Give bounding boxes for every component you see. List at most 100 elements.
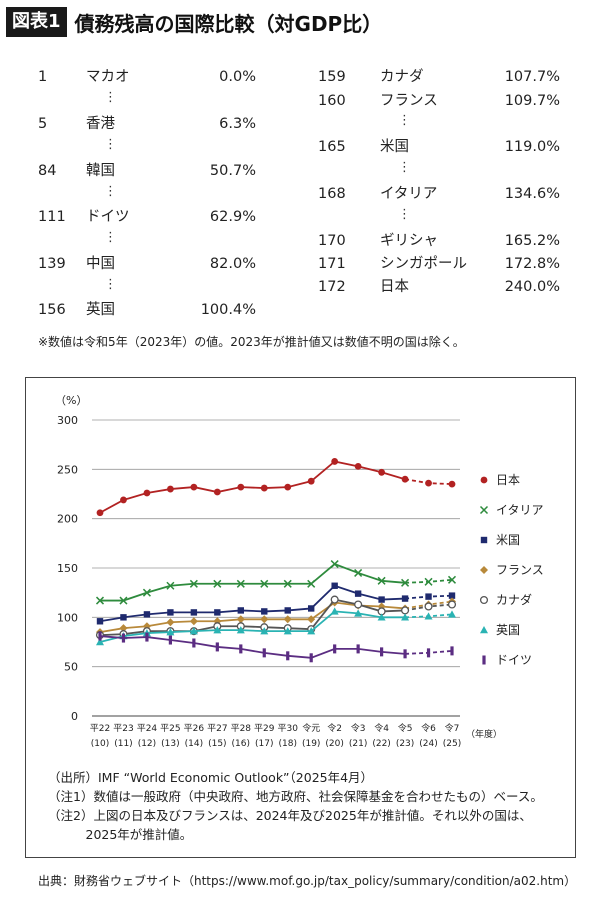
x-tick-label: 令3 (351, 722, 366, 734)
x-tick-label: 令4 (374, 722, 389, 734)
data-point (401, 578, 410, 587)
data-point (426, 648, 431, 658)
data-point (307, 615, 316, 624)
data-point (307, 477, 315, 485)
data-point (95, 596, 105, 605)
x-tick-sublabel: (16) (232, 739, 250, 749)
debt-ratio-value: 165.2% (504, 233, 560, 249)
country-name: マカオ (86, 69, 130, 85)
country-name: 米国 (380, 139, 409, 155)
data-point (307, 627, 316, 635)
x-tick-label: 平28 (231, 723, 252, 734)
legend-label: フランス (496, 563, 544, 577)
data-point (237, 607, 244, 614)
x-tick-sublabel: (10) (91, 739, 109, 749)
chart-notes: （出所）IMF “World Economic Outlook”（2025年4月… (48, 768, 543, 844)
ranking-row: 165 米国 119.0% (318, 136, 560, 158)
x-tick-sublabel: (13) (161, 739, 179, 749)
debt-ratio-value: 0.0% (219, 69, 256, 85)
data-point (168, 635, 172, 645)
data-point (261, 608, 268, 615)
data-point (167, 609, 174, 616)
x-tick-label: 令6 (421, 722, 436, 734)
x-tick-label: 平29 (254, 723, 275, 734)
data-point (448, 480, 456, 488)
ranking-row: 160 フランス 109.7% (318, 90, 560, 112)
data-point (213, 579, 222, 588)
data-point (260, 627, 269, 635)
ellipsis-mark: ⋮ (398, 113, 411, 128)
ranking-row: 172 日本 240.0% (318, 276, 560, 298)
data-point (96, 638, 104, 646)
y-tick-label: 200 (57, 513, 78, 526)
data-point (330, 607, 339, 615)
data-point (190, 483, 198, 491)
data-point (331, 582, 338, 589)
series-line (99, 635, 406, 659)
data-point (236, 626, 245, 634)
data-point (284, 483, 292, 491)
debt-ratio-value: 119.0% (504, 139, 560, 155)
x-tick-label: 令5 (398, 722, 413, 734)
x-tick-label: 平23 (113, 723, 133, 734)
ranking-row: 84 韓国 50.7% (38, 160, 256, 182)
legend-label: イタリア (496, 503, 544, 517)
data-point (120, 496, 127, 504)
series-line (99, 460, 406, 514)
y-axis-label: （%） (55, 394, 87, 407)
rank-number: 172 (318, 279, 346, 295)
data-point (378, 468, 385, 476)
data-point (377, 613, 386, 621)
data-point (425, 479, 432, 487)
debt-ratio-value: 109.7% (504, 93, 560, 109)
data-point (143, 489, 151, 497)
ranking-row: 139 中国 82.0% (38, 253, 256, 275)
country-name: 英国 (86, 302, 115, 318)
series-line (99, 584, 406, 623)
x-tick-sublabel: (22) (372, 739, 390, 749)
ranking-row: 159 カナダ 107.7% (318, 66, 560, 88)
x-tick-label: 令2 (327, 722, 342, 734)
rank-number: 165 (318, 139, 346, 155)
data-point (447, 600, 457, 609)
note-source: （出所）IMF “World Economic Outlook”（2025年4月… (48, 770, 374, 785)
data-point (401, 613, 410, 621)
data-point (286, 651, 290, 661)
x-tick-sublabel: (20) (325, 739, 343, 749)
country-name: 中国 (86, 256, 115, 272)
data-point (448, 610, 456, 618)
data-point (260, 615, 269, 624)
x-tick-sublabel: (14) (185, 739, 203, 749)
y-tick-label: 0 (71, 710, 78, 723)
data-point (192, 638, 196, 648)
rank-number: 5 (38, 116, 48, 132)
data-point (260, 579, 269, 588)
rank-number: 160 (318, 93, 346, 109)
legend-marker (480, 626, 488, 634)
note-1: （注1）数値は一般政府（中央政府、地方政府、社会保障基金を合わせたもの）ベース。 (48, 789, 543, 804)
legend-marker (480, 476, 488, 484)
ranking-row: 111 ドイツ 62.9% (38, 206, 256, 228)
x-tick-label: 平27 (207, 723, 227, 734)
debt-ratio-value: 107.7% (504, 69, 560, 85)
ellipsis-mark: ⋮ (104, 230, 117, 245)
data-point (377, 576, 386, 585)
rank-number: 159 (318, 69, 346, 85)
data-point (354, 609, 363, 617)
note-2: （注2）上図の日本及びフランスは、2024年及び2025年が推計値。それ以外の国… (48, 808, 532, 823)
ranking-row: 1 マカオ 0.0% (38, 66, 256, 88)
data-point (424, 577, 433, 586)
y-tick-label: 250 (57, 463, 78, 476)
ellipsis-mark: ⋮ (398, 160, 411, 175)
x-tick-sublabel: (11) (114, 739, 132, 749)
data-point (167, 485, 174, 493)
series-line (99, 610, 406, 643)
data-point (189, 617, 198, 626)
data-point (354, 590, 362, 597)
x-tick-label: 令元 (302, 722, 320, 734)
data-point (213, 626, 222, 634)
data-point (307, 579, 316, 588)
data-point (424, 602, 433, 611)
ellipsis-mark: ⋮ (398, 207, 411, 222)
country-name: カナダ (380, 69, 424, 85)
